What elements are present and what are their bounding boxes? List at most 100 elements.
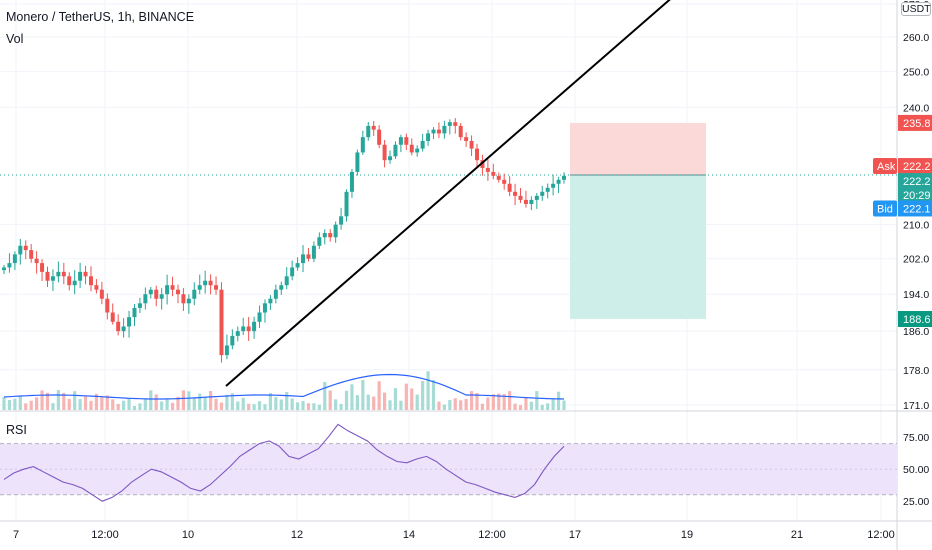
volume-bar [214, 398, 218, 410]
candle-body [507, 183, 512, 192]
volume-bar [116, 403, 120, 410]
volume-bar [187, 391, 191, 410]
candle-body [23, 245, 28, 251]
volume-bar [366, 394, 370, 410]
candle-body [317, 237, 322, 246]
volume-bar [546, 403, 550, 410]
candle-body [420, 140, 425, 149]
candle-body [192, 289, 197, 299]
candle-body [355, 152, 360, 172]
volume-bar [160, 401, 164, 410]
volume-bar [464, 398, 468, 410]
volume-bar [100, 397, 104, 410]
candle-body [415, 148, 420, 153]
candle-body [360, 137, 365, 153]
price-tag-target [898, 310, 932, 327]
volume-bar [404, 383, 408, 410]
volume-bar [127, 398, 131, 410]
volume-bar [410, 388, 414, 410]
volume-bar [18, 395, 22, 410]
price-tick-label: 186.0 [903, 326, 929, 338]
volume-bar [355, 395, 359, 410]
candle-body [83, 271, 88, 277]
candle-body [235, 331, 240, 336]
side-tag-bid [873, 200, 897, 217]
candle-body [393, 144, 398, 157]
candle-body [88, 276, 93, 286]
price-tick-label: 171.0 [903, 400, 929, 412]
short-target-zone [570, 175, 706, 319]
volume-bar [143, 399, 147, 410]
volume-bar [29, 400, 33, 410]
candle-body [159, 294, 164, 299]
symbol-title[interactable]: Monero / TetherUS, 1h, BINANCE [6, 10, 195, 24]
volume-bar [290, 398, 294, 410]
volume-bar [67, 398, 71, 410]
volume-bar [111, 399, 115, 410]
candle-body [295, 263, 300, 268]
candle-body [137, 303, 142, 308]
volume-bar [181, 390, 186, 410]
trend-line [225, 0, 671, 387]
candle-body [181, 294, 186, 304]
volume-bar [535, 391, 539, 410]
candle-body [2, 267, 6, 271]
volume-bar [62, 392, 66, 410]
side-tag-label-ask: Ask [877, 161, 896, 173]
side-tag-label-bid: Bid [877, 203, 893, 215]
volume-bar [312, 403, 316, 410]
volume-bar [295, 402, 300, 410]
candle-body [50, 276, 55, 281]
volume-bar [491, 394, 495, 410]
price-tag-bid [898, 200, 932, 217]
volume-bar [448, 399, 452, 410]
candle-body [404, 137, 409, 145]
candle-body [469, 140, 474, 149]
time-tick-label: 7 [13, 529, 19, 541]
volume-bar [399, 400, 403, 410]
candle-body [214, 285, 219, 290]
volume-bar [551, 398, 555, 410]
volume-bar [241, 397, 245, 410]
price-tag-label-countdown: 20:29 [903, 190, 931, 202]
candle-body [94, 285, 99, 290]
volume-bar [469, 391, 474, 410]
candle-body [529, 199, 534, 204]
volume-bar [513, 403, 517, 410]
candle-body [67, 276, 72, 286]
side-tag-ask [873, 158, 897, 175]
candle-body [496, 175, 501, 180]
volume-bar [268, 393, 273, 410]
volume-legend[interactable]: Vol [6, 32, 24, 46]
volume-bar [415, 394, 419, 410]
volume-bar [372, 396, 376, 410]
candle-body [175, 289, 180, 295]
time-tick-label: 12:00 [478, 529, 506, 541]
candle-body [322, 233, 327, 238]
time-tick-label: 21 [791, 529, 803, 541]
volume-bar [486, 397, 490, 410]
candle-body [349, 171, 354, 192]
volume-bar [192, 398, 196, 410]
volume-bar [518, 405, 523, 410]
volume-bar [154, 394, 158, 410]
candle-body [121, 326, 126, 332]
volume-bar [203, 396, 207, 410]
candle-body [29, 250, 34, 259]
candle-body [311, 245, 316, 259]
gridlines [0, 0, 897, 520]
price-tag-label-target: 188.6 [903, 314, 931, 326]
currency-unit-badge[interactable]: USDT [901, 2, 931, 16]
candle-body [170, 285, 175, 290]
price-tick-label: 240.0 [903, 102, 929, 114]
rsi-tick-label: 50.00 [903, 464, 929, 476]
candle-body [436, 129, 441, 134]
price-tag-stop [898, 114, 932, 131]
time-tick-label: 12:00 [91, 529, 119, 541]
candle-body [398, 137, 403, 145]
price-tag-label-bid: 222.1 [903, 203, 931, 215]
candle-body [78, 271, 83, 281]
candle-body [366, 125, 371, 138]
rsi-legend[interactable]: RSI [6, 423, 27, 437]
